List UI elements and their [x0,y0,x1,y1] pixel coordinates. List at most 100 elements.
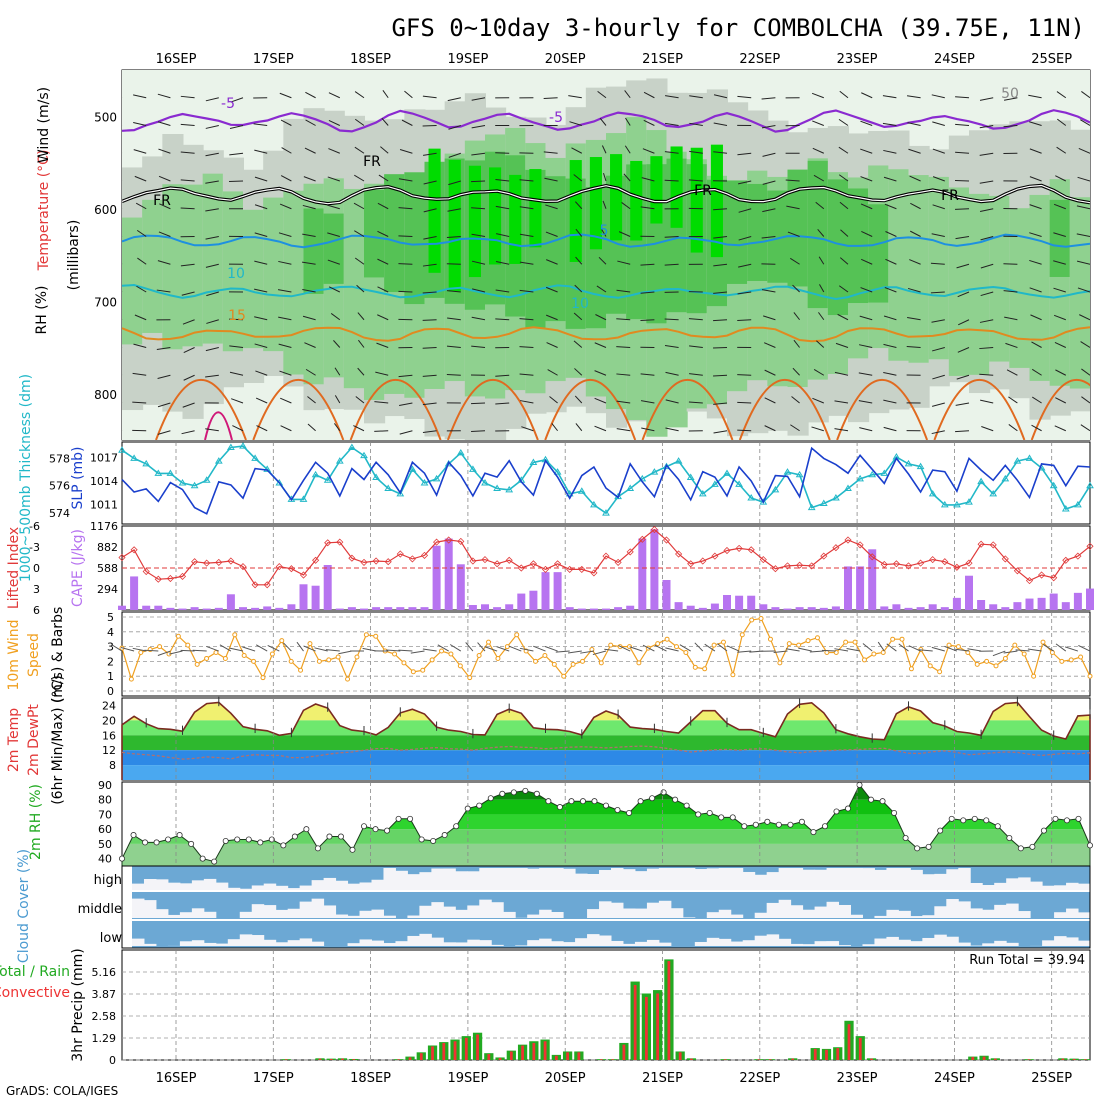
wind-barb [254,176,268,182]
cloud-cell [958,942,971,946]
cloud-cell [359,910,372,918]
thickness-point [783,468,792,475]
lifted-index-point [941,558,949,566]
rh-mid-column [1049,199,1071,277]
wind-barb [811,92,824,99]
thickness-point [384,484,393,491]
wind-barb [422,263,437,267]
rh-point [856,781,863,788]
precip-convective-bar [656,993,660,1060]
wind-barb [206,319,219,324]
wind-barb [183,374,195,381]
lifted-index-point [384,558,392,566]
wind-barb [410,650,425,654]
thickness-point [239,442,247,449]
wind-barb [546,342,558,348]
cloud-cell [371,909,384,918]
wind-barb [1080,424,1090,432]
cloud-cell [718,938,732,946]
wind-barb [616,428,631,432]
cape-bar [589,608,598,610]
wind-barb [398,374,413,378]
wind-barb [158,231,171,237]
cloud-cell [730,914,744,918]
footer-credit: GrADS: COLA/IGES [6,1084,118,1098]
wind-barb [471,402,486,405]
wind-barb [817,228,825,237]
isotherm-20-loop [836,379,929,440]
cloud-cell [371,940,384,946]
wind-barb [793,312,800,321]
wind-speed-point [561,673,567,679]
top-date-label: 16SEP [156,52,197,67]
wind-barb [305,91,316,99]
wind-barb [180,263,195,267]
wind-barb [838,174,849,182]
wind-barb [449,644,462,652]
wind-barb [640,319,655,322]
wind-barb [834,648,849,652]
bottom-date-label: 22SEP [739,1071,780,1086]
wind-barb [386,649,401,652]
cloud-cell [227,887,241,890]
cloud-cell [359,939,372,946]
thickness-point [505,485,514,493]
precip-convective-bar [329,1058,333,1060]
rh-point [672,796,679,803]
wind-barb [281,147,292,154]
wind-barb [1076,233,1090,237]
wind-barb [737,152,752,156]
rh-point [591,798,598,805]
rh-point [614,807,621,814]
panel-frame [121,611,1091,697]
cloud-cell [431,868,444,890]
wind-barb [569,121,582,126]
cape-bar [880,606,889,610]
lifted-index-point [1086,542,1094,550]
wind-barb [594,342,607,348]
top-date-label: 24SEP [934,52,975,67]
wind-barb [1080,341,1090,348]
wind-barb [1029,176,1042,182]
wind-barb [882,95,897,99]
cloud-cell [778,938,792,946]
wind-speed-point [157,644,163,650]
cape-bar [178,608,187,610]
lifted-index-point [299,571,308,579]
precip-tick-label: 3.87 [92,988,117,1001]
thickness-tick-label: 578 [49,452,70,465]
isotherm-minus5 [122,109,1090,133]
wind-barb [423,152,437,156]
wind-barb [713,402,728,405]
wind-barb [422,291,437,294]
wind-barb [1030,314,1042,321]
cape-bar [360,608,368,610]
wind-barb [883,426,897,432]
thickness-point [686,473,695,481]
cloud-cell [263,939,277,946]
rh-point [222,837,229,844]
rh-point [303,826,310,833]
rh-point [1040,827,1047,834]
wind-barb [643,91,655,99]
pressure-axis-label: (millibars) [66,220,82,291]
bottom-date-label: 17SEP [253,1071,294,1086]
cloud-cell [215,882,229,890]
wind-barb [665,95,679,99]
wind-barb [471,125,486,129]
rh-point [937,827,944,834]
bottom-date-label: 24SEP [934,1071,975,1086]
cloud-cell [814,906,828,918]
wind-barb [761,97,776,100]
lifted-index-point [977,540,985,548]
cloud-cell [335,880,349,890]
rh-point [649,795,656,802]
lifted-index-point [820,552,828,560]
wind-barb [786,205,800,210]
cloud-cell [347,943,361,946]
wind-barb [737,650,752,653]
cape-bar [698,607,707,610]
wind-barb [229,152,244,156]
wind-barb [254,316,268,321]
cloud-cell [646,902,660,918]
